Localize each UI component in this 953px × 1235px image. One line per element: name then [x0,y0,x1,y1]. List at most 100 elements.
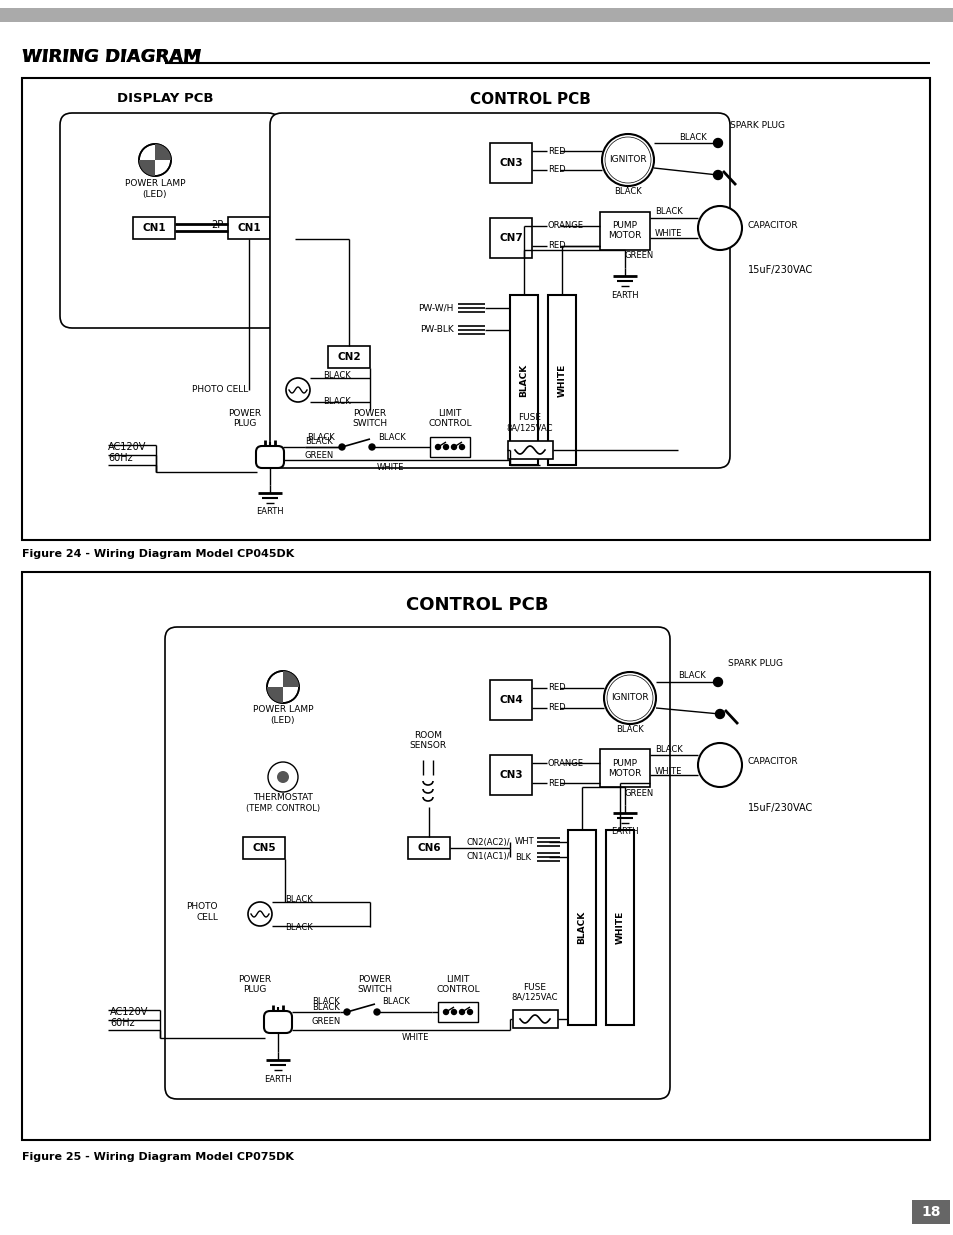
Text: BLACK: BLACK [381,998,410,1007]
Text: BLACK: BLACK [577,910,586,944]
Bar [0,7,953,22]
Text: CN4: CN4 [498,695,522,705]
Text: EARTH: EARTH [611,290,639,300]
Text: RED: RED [547,778,565,788]
Text: RED: RED [547,683,565,693]
Text: BLACK: BLACK [285,895,313,904]
Text: CN7: CN7 [498,233,522,243]
Text: BLACK: BLACK [678,672,705,680]
Text: 8A/125VAC: 8A/125VAC [511,993,558,1002]
Bar [490,143,532,183]
Text: BLK: BLK [515,852,531,862]
Bar [507,441,553,459]
Circle shape [443,445,448,450]
Text: WHITE: WHITE [401,1034,428,1042]
Text: PHOTO CELL: PHOTO CELL [192,385,248,394]
Text: POWER: POWER [228,409,261,417]
Circle shape [139,144,171,177]
Text: CN1: CN1 [142,224,166,233]
Text: CONTROL PCB: CONTROL PCB [405,597,548,614]
Text: 60Hz: 60Hz [108,453,132,463]
Text: PUMP: PUMP [612,221,637,231]
Text: CN6: CN6 [416,844,440,853]
Text: Figure 25 - Wiring Diagram Model CP075DK: Figure 25 - Wiring Diagram Model CP075DK [22,1152,294,1162]
Circle shape [698,206,741,249]
Text: EARTH: EARTH [264,1074,292,1083]
Circle shape [286,378,310,403]
Text: WHITE: WHITE [557,363,566,396]
FancyBboxPatch shape [255,446,284,468]
Bar [243,837,285,860]
Circle shape [344,1009,350,1015]
Text: SENSOR: SENSOR [409,741,446,750]
Bar [328,346,370,368]
Text: POWER: POWER [358,976,391,984]
Text: AC120V: AC120V [108,442,146,452]
Text: PLUG: PLUG [233,419,256,427]
Bar [510,295,537,466]
Text: (TEMP. CONTROL): (TEMP. CONTROL) [246,804,319,814]
Wedge shape [139,161,154,177]
Text: BLACK: BLACK [679,133,706,142]
Text: WHT: WHT [515,837,534,846]
Text: PW-BLK: PW-BLK [420,326,454,335]
Text: EARTH: EARTH [256,508,283,516]
Bar [599,748,649,787]
Bar [490,755,532,795]
Circle shape [451,1009,456,1014]
Text: BLACK: BLACK [519,363,528,396]
Circle shape [268,762,297,792]
Text: WHITE: WHITE [615,910,624,944]
Text: DISPLAY PCB: DISPLAY PCB [116,93,213,105]
Text: Figure 24 - Wiring Diagram Model CP045DK: Figure 24 - Wiring Diagram Model CP045DK [22,550,294,559]
Bar [22,572,929,1140]
Circle shape [715,709,723,719]
Text: ORANGE: ORANGE [547,758,583,767]
Circle shape [459,445,464,450]
Text: MOTOR: MOTOR [608,768,641,778]
Text: SWITCH: SWITCH [352,419,387,427]
Text: CONTROL PCB: CONTROL PCB [469,91,590,106]
Text: POWER: POWER [353,409,386,417]
Text: RED: RED [547,165,565,174]
Text: ROOM: ROOM [414,730,441,740]
Text: CAPACITOR: CAPACITOR [747,221,798,230]
Text: CONTROL: CONTROL [428,419,472,427]
Circle shape [435,445,440,450]
Text: GREEN: GREEN [624,789,654,799]
Circle shape [451,445,456,450]
Circle shape [374,1009,379,1015]
Text: EARTH: EARTH [611,827,639,836]
Text: 15uF/230VAC: 15uF/230VAC [747,266,812,275]
Text: SPARK PLUG: SPARK PLUG [729,121,784,131]
Text: 18: 18 [921,1205,940,1219]
Circle shape [338,445,345,450]
Circle shape [713,138,721,147]
Text: SPARK PLUG: SPARK PLUG [727,659,782,668]
Text: POWER: POWER [238,976,272,984]
Text: BLACK: BLACK [312,1004,339,1013]
Text: RED: RED [547,704,565,713]
Bar [599,212,649,249]
Circle shape [603,672,656,724]
Text: (LED): (LED) [143,189,167,199]
Text: LIMIT: LIMIT [437,409,461,417]
Text: 15uF/230VAC: 15uF/230VAC [747,803,812,813]
Text: CN5: CN5 [252,844,275,853]
Text: BLACK: BLACK [305,437,333,447]
Text: WHITE: WHITE [655,767,681,776]
Bar [132,217,174,240]
Text: THERMOSTAT: THERMOSTAT [253,794,313,803]
Text: SWITCH: SWITCH [357,986,392,994]
Circle shape [248,902,272,926]
Text: RED: RED [547,242,565,251]
Bar [567,830,596,1025]
FancyBboxPatch shape [60,112,280,329]
Text: FUSE: FUSE [523,983,546,992]
Circle shape [443,1009,448,1014]
Text: BLACK: BLACK [323,398,351,406]
Text: WHITE: WHITE [655,230,681,238]
Text: CN1(AC1)/: CN1(AC1)/ [466,852,510,862]
Wedge shape [154,144,171,161]
Text: GREEN: GREEN [305,452,334,461]
